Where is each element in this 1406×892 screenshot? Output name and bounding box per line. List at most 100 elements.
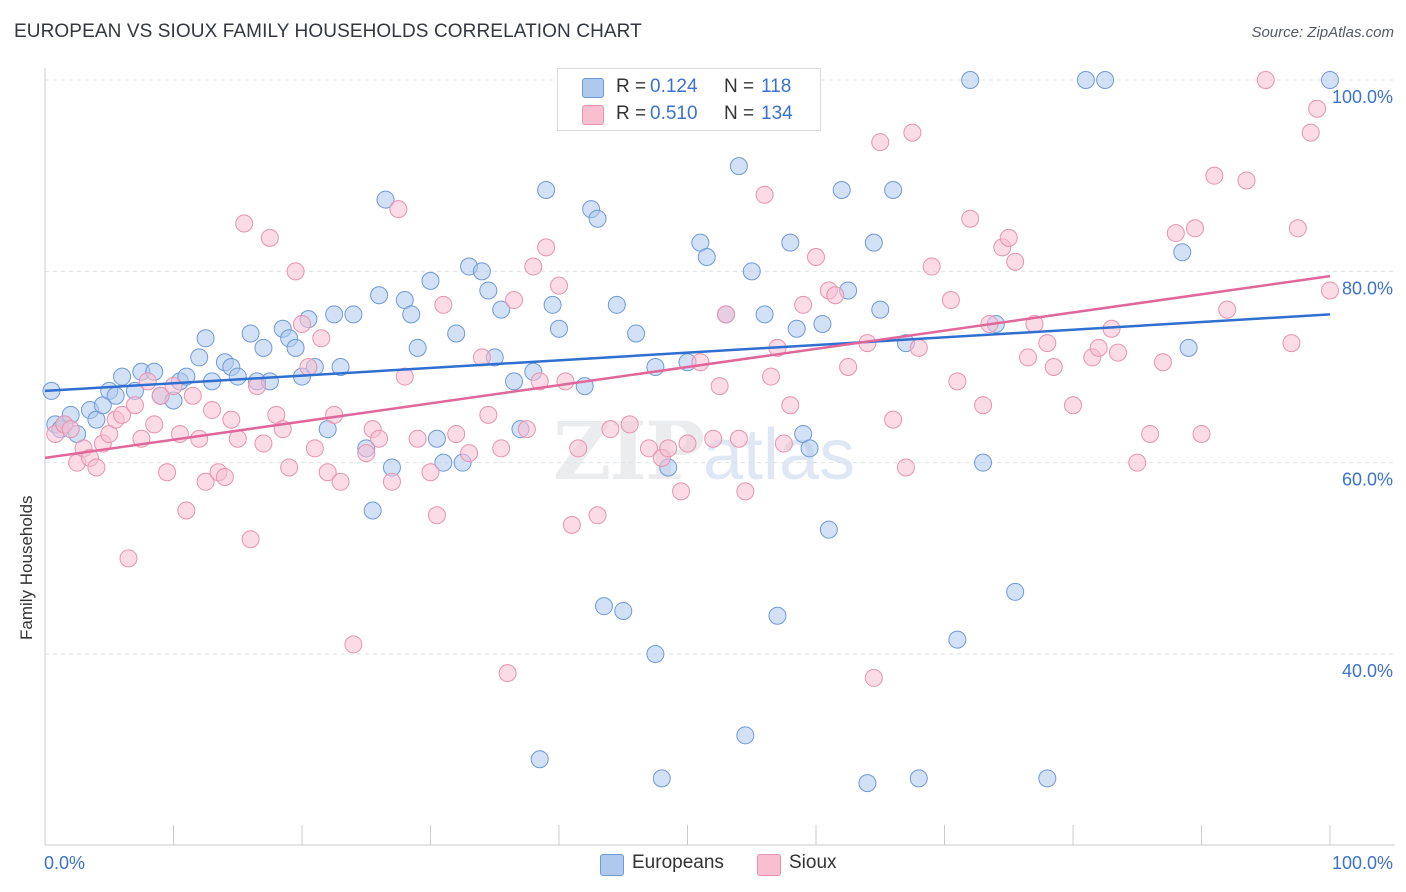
europeans-swatch xyxy=(582,78,604,98)
european-point xyxy=(408,338,427,357)
european-point xyxy=(768,606,787,625)
sioux-point xyxy=(222,410,241,429)
european-point xyxy=(781,233,800,252)
stats-legend-row-sioux: R = 0.510 N = 134 xyxy=(558,101,820,127)
european-point xyxy=(813,314,832,333)
european-point xyxy=(1006,582,1025,601)
european-point xyxy=(614,601,633,620)
sioux-point xyxy=(601,420,620,439)
european-point xyxy=(909,769,928,788)
european-point xyxy=(948,630,967,649)
european-point xyxy=(787,319,806,338)
sioux-point xyxy=(999,228,1018,247)
sioux-point xyxy=(755,185,774,204)
stats-legend: R = 0.124 N = 118 R = 0.510 N = 134 xyxy=(557,68,821,131)
sioux-point xyxy=(1237,171,1256,190)
european-point xyxy=(472,262,491,281)
sioux-legend-swatch xyxy=(757,854,781,876)
european-point xyxy=(376,190,395,209)
european-point xyxy=(537,181,556,200)
sioux-point xyxy=(774,434,793,453)
sioux-point xyxy=(717,305,736,324)
sioux-point xyxy=(235,214,254,233)
sioux-point xyxy=(922,257,941,276)
sioux-point xyxy=(807,247,825,266)
sioux-point xyxy=(158,463,177,482)
sioux-point xyxy=(1288,219,1307,238)
european-point xyxy=(594,597,613,616)
sioux-point xyxy=(138,372,157,391)
european-point xyxy=(1179,338,1198,357)
sioux-point xyxy=(325,405,344,424)
sioux-point xyxy=(826,286,845,305)
sioux-point xyxy=(87,458,106,477)
sioux-point xyxy=(672,482,691,501)
sioux-point xyxy=(1192,424,1211,443)
sioux-point xyxy=(794,295,813,314)
sioux-point xyxy=(421,463,440,482)
sioux-point xyxy=(1301,123,1320,142)
european-point xyxy=(190,348,209,367)
european-point xyxy=(1321,71,1339,89)
sioux-point xyxy=(1218,300,1237,319)
sioux-point xyxy=(1044,358,1063,376)
sioux-point xyxy=(639,439,658,458)
sioux-point xyxy=(871,133,890,152)
sioux-point xyxy=(704,429,723,448)
european-point xyxy=(588,209,607,228)
sioux-point xyxy=(839,358,858,376)
sioux-point xyxy=(280,458,299,477)
european-point xyxy=(864,233,883,252)
sioux-point xyxy=(164,377,183,396)
sioux-point xyxy=(1308,99,1327,118)
r-label: R = xyxy=(616,76,647,97)
sioux-point xyxy=(215,468,234,487)
sioux-point xyxy=(736,482,755,501)
sioux-point xyxy=(177,501,196,520)
sioux-point xyxy=(241,530,260,549)
european-point xyxy=(961,71,980,89)
sioux-point xyxy=(492,439,511,458)
european-point xyxy=(106,386,125,405)
europeans-legend-swatch xyxy=(600,854,624,876)
european-point xyxy=(871,300,890,319)
r-value: 0.124 xyxy=(650,76,698,97)
sioux-point xyxy=(524,257,543,276)
european-point xyxy=(479,281,498,300)
sioux-point xyxy=(1256,71,1275,89)
european-point xyxy=(1173,243,1192,262)
sioux-point xyxy=(961,209,980,228)
sioux-point xyxy=(588,506,607,525)
x-tick-label: 100.0% xyxy=(1332,853,1393,873)
sioux-point xyxy=(781,396,800,415)
sioux-point xyxy=(909,338,928,357)
european-point xyxy=(286,338,305,357)
sioux-point xyxy=(370,429,389,448)
european-point xyxy=(434,453,453,472)
n-label: N = xyxy=(724,76,755,97)
sioux-point xyxy=(427,506,446,525)
european-point xyxy=(177,367,196,386)
y-tick-label: 40.0% xyxy=(1342,661,1393,681)
sioux-point xyxy=(299,358,318,376)
n-value: 118 xyxy=(761,76,792,97)
european-point xyxy=(607,295,626,314)
sioux-point xyxy=(1038,334,1057,353)
european-point xyxy=(228,367,247,386)
europeans-trend-line xyxy=(44,313,1331,393)
sioux-point xyxy=(1186,219,1205,238)
watermark-atlas: atlas xyxy=(702,415,856,495)
sioux-point xyxy=(1282,334,1301,353)
european-point xyxy=(254,338,273,357)
sioux-point xyxy=(248,377,267,396)
sioux-trend-line xyxy=(44,274,1331,460)
sioux-point xyxy=(884,410,903,429)
x-tick-label: 0.0% xyxy=(44,853,85,873)
european-point xyxy=(974,453,993,472)
sioux-legend-label: Sioux xyxy=(789,852,837,873)
source-label: Source: ZipAtlas.com xyxy=(1251,24,1394,41)
y-axis-label: Family Households xyxy=(17,495,36,640)
sioux-point xyxy=(659,439,678,458)
sioux-point xyxy=(864,668,883,687)
